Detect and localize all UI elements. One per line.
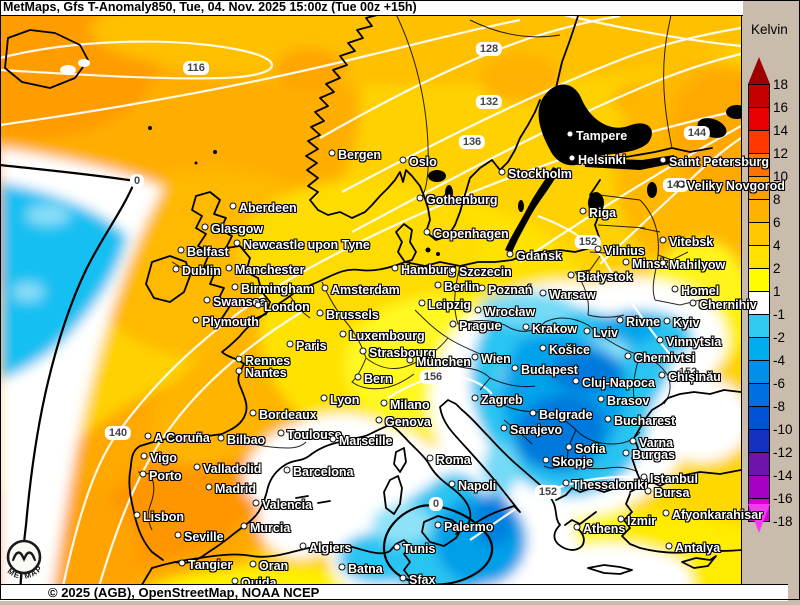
scale-tick-label: 14 bbox=[773, 123, 789, 138]
colorbar-segment bbox=[749, 154, 769, 177]
coastlines bbox=[4, 3, 742, 599]
colorbar-segment bbox=[749, 131, 769, 154]
scale-tick-label: 1 bbox=[773, 284, 781, 299]
scale-tick-label: -1 bbox=[773, 307, 786, 322]
colorbar-segment bbox=[749, 223, 769, 246]
colorbar-segment bbox=[749, 292, 769, 315]
scale-tick-label: -10 bbox=[773, 422, 793, 437]
scale-tick-label: 4 bbox=[773, 238, 781, 253]
map-title: MetMaps, Gfs T-Anomaly850, Tue, 04. Nov.… bbox=[3, 0, 417, 14]
title-bar: MetMaps, Gfs T-Anomaly850, Tue, 04. Nov.… bbox=[0, 0, 743, 16]
scale-tick-label: 6 bbox=[773, 215, 781, 230]
colorbar-segment bbox=[749, 384, 769, 407]
scale-tick-label: 2 bbox=[773, 261, 781, 276]
scale-tick-label: -12 bbox=[773, 445, 793, 460]
scale-tick-label: 12 bbox=[773, 146, 789, 161]
scale-tick-label: 16 bbox=[773, 100, 789, 115]
zero-contours bbox=[0, 163, 494, 597]
scale-tick-label: -14 bbox=[773, 468, 793, 483]
scale-tick-label: 18 bbox=[773, 77, 789, 92]
colorbar-segment bbox=[749, 315, 769, 338]
scale-tick-label: 10 bbox=[773, 169, 789, 184]
colorbar-segment bbox=[749, 361, 769, 384]
metmaps-logo-icon: METMAPS bbox=[0, 531, 43, 581]
scale-unit-label: Kelvin bbox=[751, 22, 788, 37]
scale-arrow-up bbox=[748, 57, 770, 84]
glacier-spots bbox=[60, 59, 90, 75]
attribution-bar: © 2025 (AGB), OpenStreetMap, NOAA NCEP bbox=[0, 584, 788, 601]
colorbar-segment bbox=[749, 177, 769, 200]
colorbar-segment bbox=[749, 338, 769, 361]
scale-tick-label: -18 bbox=[773, 514, 793, 529]
scale-arrow-down bbox=[748, 504, 770, 533]
colorbar-segment bbox=[749, 85, 769, 108]
colorbar-segment bbox=[749, 476, 769, 499]
country-borders bbox=[137, 5, 701, 531]
colorbar-segment bbox=[749, 430, 769, 453]
copyright-text: © 2025 (AGB), OpenStreetMap, NOAA NCEP bbox=[48, 585, 320, 600]
colorbar bbox=[748, 84, 770, 522]
colorbar-segment bbox=[749, 108, 769, 131]
colorbar-segment bbox=[749, 246, 769, 269]
metmaps-logo: METMAPS bbox=[0, 531, 48, 591]
colorbar-segment bbox=[749, 269, 769, 292]
scale-tick-label: -2 bbox=[773, 330, 786, 345]
colorbar-segment bbox=[749, 407, 769, 430]
colorbar-segment bbox=[749, 200, 769, 223]
scale-panel: Kelvin 18 16 14 12 10 8 6 4 2 1 -1 -2 -4 -6 -8 -10 -12 -1… bbox=[741, 0, 800, 600]
scale-tick-label: -4 bbox=[773, 353, 786, 368]
colorbar-segment bbox=[749, 453, 769, 476]
scale-tick-label: -6 bbox=[773, 376, 786, 391]
scale-tick-label: 8 bbox=[773, 192, 781, 207]
scale-tick-label: -16 bbox=[773, 491, 793, 506]
scale-tick-label: -8 bbox=[773, 399, 786, 414]
